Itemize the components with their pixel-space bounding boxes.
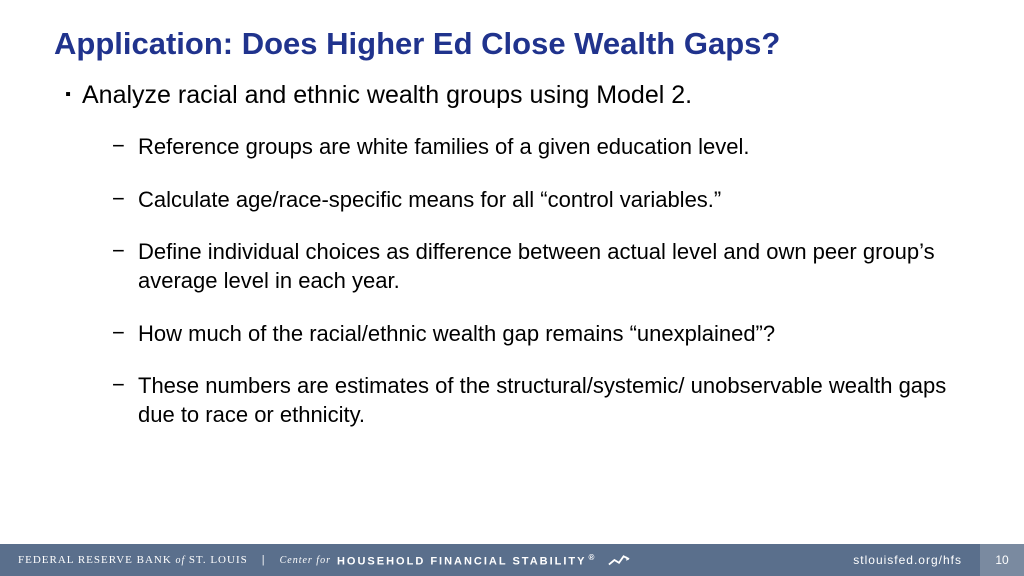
bullet-marker-dash: − <box>112 133 138 162</box>
bullet-level2: − Define individual choices as differenc… <box>112 238 970 295</box>
footer-bank-of: of <box>176 555 189 566</box>
bullet-marker-dash: − <box>112 320 138 349</box>
footer-left: FEDERAL RESERVE BANK of ST. LOUIS | Cent… <box>0 544 835 576</box>
footer-hfs-text: HOUSEHOLD FINANCIAL STABILITY <box>337 555 586 567</box>
footer-bank: FEDERAL RESERVE BANK of ST. LOUIS <box>18 554 248 566</box>
subbullet-text: How much of the racial/ethnic wealth gap… <box>138 320 970 349</box>
bullet-marker-dash: − <box>112 238 138 295</box>
bullet-marker-dash: − <box>112 372 138 429</box>
slide-body: ▪ Analyze racial and ethnic wealth group… <box>54 80 970 453</box>
footer-center-label: Center for <box>280 555 331 566</box>
bullet-text: Analyze racial and ethnic wealth groups … <box>82 80 970 111</box>
subbullet-text: Define individual choices as difference … <box>138 238 970 295</box>
footer-bar: FEDERAL RESERVE BANK of ST. LOUIS | Cent… <box>0 544 1024 576</box>
bullet-level2: − Reference groups are white families of… <box>112 133 970 162</box>
registered-mark-icon: ® <box>588 553 596 562</box>
slide-title: Application: Does Higher Ed Close Wealth… <box>54 26 780 62</box>
footer-bank-pre: FEDERAL RESERVE BANK <box>18 554 176 566</box>
bullet-level2: − Calculate age/race-specific means for … <box>112 186 970 215</box>
bullet-marker-square: ▪ <box>54 80 82 111</box>
footer-page-number: 10 <box>980 544 1024 576</box>
chart-line-icon <box>608 553 628 567</box>
bullet-level2: − These numbers are estimates of the str… <box>112 372 970 429</box>
footer-bank-post: ST. LOUIS <box>189 554 248 566</box>
bullet-marker-dash: − <box>112 186 138 215</box>
subbullet-text: These numbers are estimates of the struc… <box>138 372 970 429</box>
subbullet-text: Reference groups are white families of a… <box>138 133 970 162</box>
slide: Application: Does Higher Ed Close Wealth… <box>0 0 1024 576</box>
footer-url: stlouisfed.org/hfs <box>835 544 980 576</box>
bullet-level1: ▪ Analyze racial and ethnic wealth group… <box>54 80 970 111</box>
subbullets: − Reference groups are white families of… <box>112 133 970 429</box>
subbullet-text: Calculate age/race-specific means for al… <box>138 186 970 215</box>
bullet-level2: − How much of the racial/ethnic wealth g… <box>112 320 970 349</box>
footer-hfs: HOUSEHOLD FINANCIAL STABILITY® <box>337 553 596 568</box>
footer-separator: | <box>262 554 266 566</box>
